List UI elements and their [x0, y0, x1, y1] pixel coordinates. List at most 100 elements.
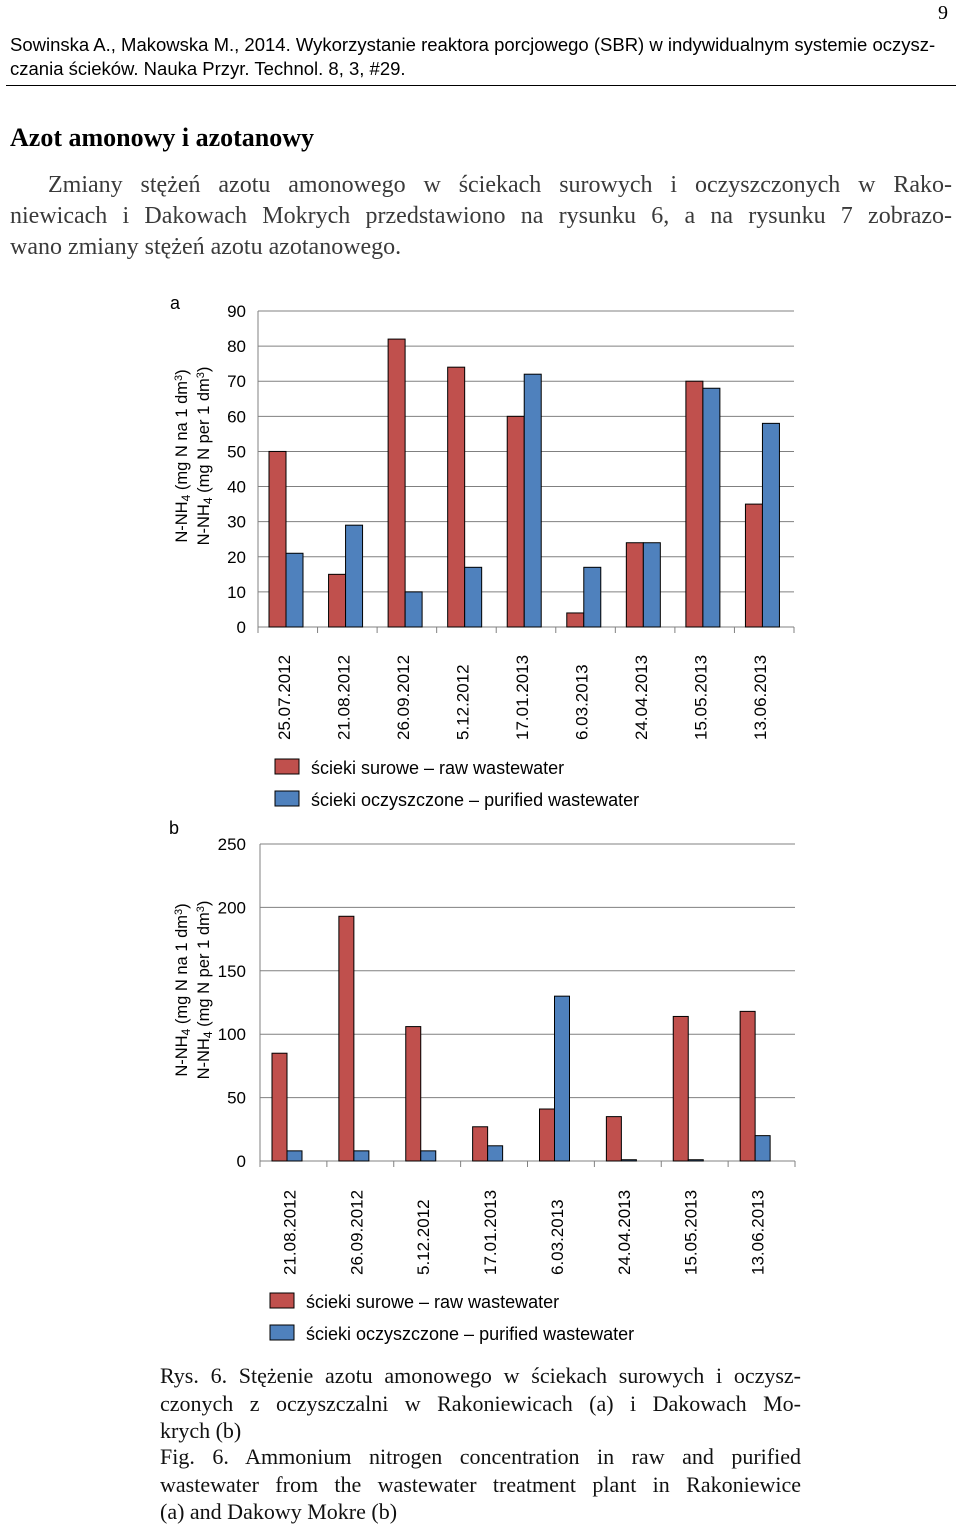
y-tick-label: 70 — [227, 372, 246, 391]
bar-raw — [271, 1052, 288, 1162]
y-tick-label: 150 — [218, 962, 246, 981]
x-tick-label: 24.04.2013 — [615, 1190, 634, 1275]
y-axis-title-en: N-NH4 (mg N per 1 dm3) — [195, 901, 215, 1080]
intro-line-3: wano zmiany stężeń azotu azotanowego. — [10, 234, 402, 260]
panel-label: a — [170, 293, 181, 313]
y-tick-label: 50 — [227, 1089, 246, 1108]
bar-raw — [625, 542, 644, 628]
bar-purified — [554, 995, 570, 1162]
bar-raw — [472, 1126, 489, 1162]
panel-label: b — [169, 818, 179, 838]
y-tick-label: 200 — [218, 898, 246, 917]
y-tick-label: 20 — [227, 548, 246, 567]
legend-label-raw: ścieki surowe – raw wastewater — [306, 1292, 559, 1312]
bar-raw — [387, 338, 406, 628]
legend-swatch-purified — [269, 1324, 295, 1341]
y-tick-label: 30 — [227, 513, 246, 532]
y-tick-label: 0 — [237, 1152, 246, 1171]
caption-en-line-1: Fig. 6. Ammonium nitrogen concentration … — [160, 1444, 801, 1469]
bar-purified — [464, 566, 483, 628]
intro-paragraph: Zmiany stężeń azotu amonowego w ściekach… — [10, 170, 952, 263]
bar-purified — [420, 1150, 437, 1162]
y-tick-label: 0 — [237, 618, 246, 637]
caption-pl-line-3: krych (b) — [160, 1418, 242, 1443]
legend-swatch-raw — [274, 758, 300, 775]
bar-purified — [345, 524, 364, 628]
bar-purified — [620, 1159, 637, 1162]
y-tick-label: 50 — [227, 442, 246, 461]
bar-raw — [672, 1015, 689, 1162]
bar-purified — [353, 1150, 370, 1162]
x-tick-label: 15.05.2013 — [692, 655, 711, 740]
x-tick-label: 5.12.2012 — [453, 664, 472, 740]
legend-label-purified: ścieki oczyszczone – purified wastewater — [311, 790, 639, 810]
bar-raw — [539, 1108, 555, 1162]
legend-label-raw: ścieki surowe – raw wastewater — [311, 758, 564, 778]
caption-en-line-3: (a) and Dakowy Mokre (b) — [160, 1499, 398, 1524]
legend-swatch-raw — [269, 1292, 295, 1309]
bar-purified — [702, 387, 721, 628]
x-tick-label: 17.01.2013 — [481, 1190, 500, 1275]
bar-raw — [605, 1116, 622, 1162]
caption-en-line-2: wastewater from the wastewater treatment… — [160, 1471, 801, 1497]
x-tick-label: 6.03.2013 — [548, 1199, 567, 1275]
bar-purified — [754, 1135, 771, 1162]
bar-raw — [566, 612, 585, 628]
y-tick-label: 40 — [227, 478, 246, 497]
y-tick-label: 90 — [227, 302, 246, 321]
legend-swatch-purified — [274, 790, 300, 807]
x-tick-label: 26.09.2012 — [394, 655, 413, 740]
y-axis-title-pl: N-NH4 (mg N na 1 dm3) — [173, 369, 193, 542]
x-tick-label: 26.09.2012 — [347, 1190, 366, 1275]
x-tick-label: 24.04.2013 — [632, 655, 651, 740]
bar-purified — [404, 591, 423, 628]
x-tick-label: 5.12.2012 — [414, 1199, 433, 1275]
caption-polish: Rys. 6. Stężenie azotu amonowego w ściek… — [160, 1362, 801, 1445]
bar-raw — [405, 1026, 422, 1162]
x-tick-label: 15.05.2013 — [682, 1190, 701, 1275]
caption-pl-line-1: Rys. 6. Stężenie azotu amonowego w ściek… — [160, 1363, 801, 1388]
x-tick-label: 6.03.2013 — [573, 664, 592, 740]
bar-raw — [685, 380, 704, 628]
page-number: 9 — [938, 2, 948, 24]
x-tick-label: 21.08.2012 — [334, 655, 353, 740]
y-tick-label: 60 — [227, 407, 246, 426]
x-tick-label: 17.01.2013 — [513, 655, 532, 740]
x-tick-label: 13.06.2013 — [751, 655, 770, 740]
x-tick-label: 13.06.2013 — [749, 1190, 768, 1275]
chart-a: 0 10 20 30 40 50 60 70 80 90 25.07.2012 21.08.2012 2… — [170, 293, 795, 810]
y-axis-title-pl: N-NH4 (mg N na 1 dm3) — [173, 903, 193, 1076]
intro-line-2: niewicach i Dakowach Mokrych przedstawio… — [10, 203, 952, 229]
chart-b: 0 50 100 150 200 250 21.08.2012 26.09.2012 5.12.… — [169, 818, 796, 1344]
bar-raw — [328, 573, 347, 628]
x-tick-label: 25.07.2012 — [275, 655, 294, 740]
bar-raw — [506, 415, 525, 628]
x-tick-label: 21.08.2012 — [280, 1190, 299, 1275]
bar-purified — [761, 422, 780, 628]
bar-raw — [338, 915, 355, 1162]
bar-purified — [487, 1145, 504, 1162]
intro-line-1: Zmiany stężeń azotu amonowego w ściekach… — [48, 172, 952, 198]
header-citation: Sowinska A., Makowska M., 2014. Wykorzys… — [10, 33, 955, 81]
bar-raw — [739, 1010, 756, 1162]
bar-purified — [642, 542, 661, 628]
legend-label-purified: ścieki oczyszczone – purified wastewater — [306, 1324, 634, 1344]
y-tick-label: 100 — [218, 1025, 246, 1044]
y-axis-title-en: N-NH4 (mg N per 1 dm3) — [195, 367, 215, 546]
header-citation-line-2: czania ścieków. Nauka Przyr. Technol. 8,… — [10, 58, 406, 79]
header-citation-line-1: Sowinska A., Makowska M., 2014. Wykorzys… — [10, 34, 936, 55]
bar-purified — [583, 566, 602, 628]
header-divider — [6, 85, 956, 86]
bar-purified — [687, 1159, 704, 1162]
bar-purified — [286, 1150, 303, 1162]
bar-purified — [523, 373, 542, 628]
caption-pl-line-2: czonych z oczyszczalni w Rakoniewicach (… — [160, 1390, 801, 1416]
bar-purified — [285, 552, 304, 628]
bar-raw — [744, 503, 763, 628]
y-tick-label: 80 — [227, 337, 246, 356]
y-tick-label: 10 — [227, 583, 246, 602]
caption-english: Fig. 6. Ammonium nitrogen concentration … — [160, 1443, 801, 1526]
bar-raw — [268, 450, 287, 628]
bar-raw — [447, 366, 466, 628]
